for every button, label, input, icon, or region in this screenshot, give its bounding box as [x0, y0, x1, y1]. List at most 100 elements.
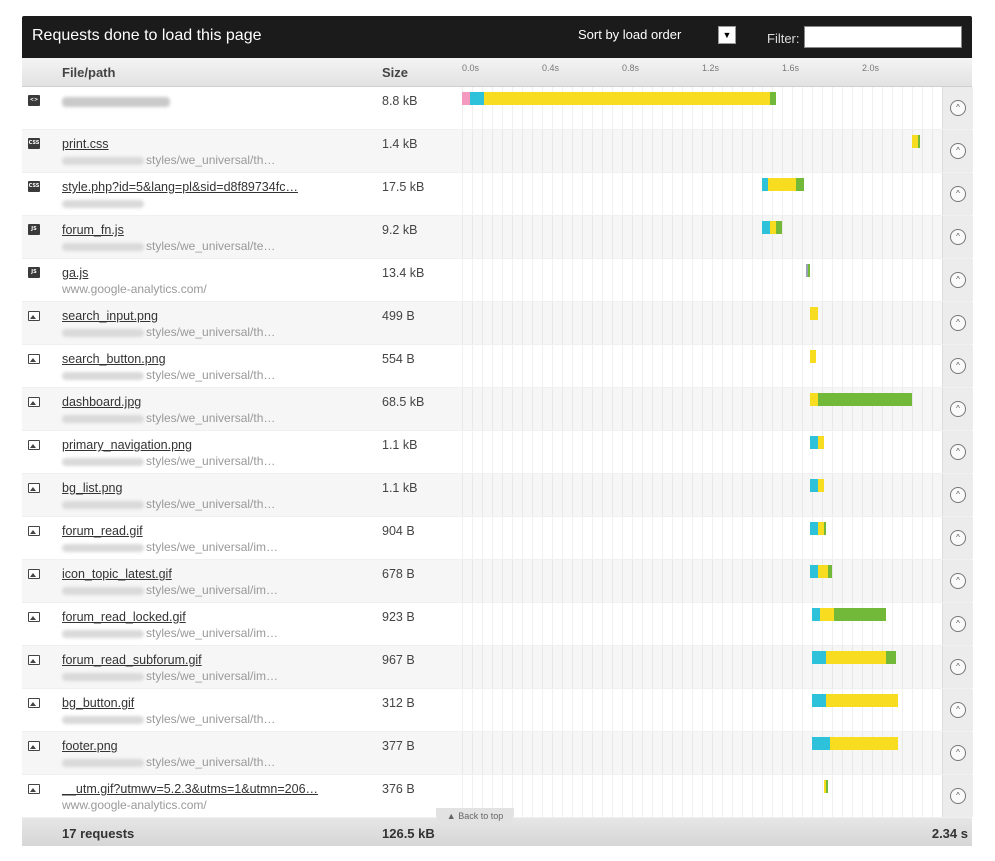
- request-file-name[interactable]: forum_fn.js: [62, 223, 124, 237]
- image-file-icon: [28, 526, 40, 536]
- request-size: 376 B: [382, 782, 415, 796]
- request-file-name[interactable]: __utm.gif?utmwv=5.2.3&utms=1&utmn=206…: [62, 782, 319, 796]
- row-toggle[interactable]: ^: [942, 302, 973, 344]
- request-timeline: [462, 775, 942, 817]
- chevron-down-icon[interactable]: ▼: [718, 26, 736, 44]
- row-toggle[interactable]: ^: [942, 775, 973, 817]
- request-row[interactable]: search_input.png styles/we_universal/th… 4…: [22, 302, 973, 345]
- row-toggle[interactable]: ^: [942, 388, 973, 430]
- chevron-up-icon[interactable]: ^: [950, 100, 966, 116]
- request-file-name[interactable]: forum_read_locked.gif: [62, 610, 186, 624]
- image-file-icon: [28, 569, 40, 579]
- request-row[interactable]: forum_read_locked.gif styles/we_universal…: [22, 603, 973, 646]
- request-size: 9.2 kB: [382, 223, 418, 237]
- request-file-name[interactable]: style.php?id=5&lang=pl&sid=d8f89734fc…: [62, 180, 298, 194]
- timing-segment-receive: [826, 780, 828, 793]
- chevron-up-icon[interactable]: ^: [950, 745, 966, 761]
- request-row[interactable]: bg_button.gif styles/we_universal/th… 312 …: [22, 689, 973, 732]
- filter-input[interactable]: [804, 26, 962, 48]
- request-row[interactable]: JS ga.js www.google-analytics.com/13.4 kB ^: [22, 259, 973, 302]
- row-toggle[interactable]: ^: [942, 689, 973, 731]
- chevron-up-icon[interactable]: ^: [950, 530, 966, 546]
- request-size: 499 B: [382, 309, 415, 323]
- chevron-up-icon[interactable]: ^: [950, 444, 966, 460]
- chevron-up-icon[interactable]: ^: [950, 702, 966, 718]
- row-toggle[interactable]: ^: [942, 130, 973, 172]
- request-row[interactable]: forum_read_subforum.gif styles/we_univers…: [22, 646, 973, 689]
- request-size: 312 B: [382, 696, 415, 710]
- row-toggle[interactable]: ^: [942, 259, 973, 301]
- chevron-up-icon[interactable]: ^: [950, 573, 966, 589]
- request-row[interactable]: dashboard.jpg styles/we_universal/th… 68.5…: [22, 388, 973, 431]
- request-size: 1.1 kB: [382, 481, 418, 495]
- row-toggle[interactable]: ^: [942, 474, 973, 516]
- chevron-up-icon[interactable]: ^: [950, 272, 966, 288]
- chevron-up-icon[interactable]: ^: [950, 401, 966, 417]
- back-to-top-link[interactable]: ▲ Back to top: [436, 808, 514, 824]
- chevron-up-icon[interactable]: ^: [950, 659, 966, 675]
- chevron-up-icon[interactable]: ^: [950, 315, 966, 331]
- request-timeline: [462, 302, 942, 344]
- request-file-name[interactable]: forum_read_subforum.gif: [62, 653, 202, 667]
- request-file-name[interactable]: icon_topic_latest.gif: [62, 567, 172, 581]
- request-timeline: [462, 732, 942, 774]
- size-column-header[interactable]: Size: [382, 65, 409, 80]
- chevron-up-icon[interactable]: ^: [950, 143, 966, 159]
- request-file-path: styles/we_universal/th…: [62, 755, 275, 769]
- request-path-text: styles/we_universal/th…: [146, 497, 276, 511]
- request-row[interactable]: CSS style.php?id=5&lang=pl&sid=d8f89734fc…: [22, 173, 973, 216]
- image-file-icon: [28, 741, 40, 751]
- timing-segment-wait: [830, 737, 898, 750]
- request-row[interactable]: icon_topic_latest.gif styles/we_universal…: [22, 560, 973, 603]
- timeline-tick-label: 1.2s: [702, 63, 720, 73]
- timing-segment-wait: [912, 135, 918, 148]
- request-row[interactable]: footer.png styles/we_universal/th… 377 B ^: [22, 732, 973, 775]
- row-toggle[interactable]: ^: [942, 216, 973, 258]
- row-toggle[interactable]: ^: [942, 173, 973, 215]
- request-path-text: styles/we_universal/th…: [146, 454, 276, 468]
- request-file-name[interactable]: primary_navigation.png: [62, 438, 192, 452]
- request-file-name[interactable]: forum_read.gif: [62, 524, 143, 538]
- row-toggle[interactable]: ^: [942, 345, 973, 387]
- request-file-name[interactable]: search_input.png: [62, 309, 158, 323]
- request-file-name[interactable]: print.css: [62, 137, 109, 151]
- row-toggle[interactable]: ^: [942, 87, 973, 129]
- timing-segment-receive: [828, 565, 832, 578]
- request-row[interactable]: search_button.png styles/we_universal/th……: [22, 345, 973, 388]
- row-toggle[interactable]: ^: [942, 646, 973, 688]
- row-toggle[interactable]: ^: [942, 517, 973, 559]
- chevron-up-icon[interactable]: ^: [950, 229, 966, 245]
- chevron-up-icon[interactable]: ^: [950, 358, 966, 374]
- request-size: 904 B: [382, 524, 415, 538]
- chevron-up-icon[interactable]: ^: [950, 788, 966, 804]
- request-file-path: styles/we_universal/th…: [62, 411, 275, 425]
- request-row[interactable]: forum_read.gif styles/we_universal/im… 904…: [22, 517, 973, 560]
- request-file-name[interactable]: footer.png: [62, 739, 118, 753]
- row-toggle[interactable]: ^: [942, 431, 973, 473]
- request-row[interactable]: bg_list.png styles/we_universal/th… 1.1 kB…: [22, 474, 973, 517]
- row-toggle[interactable]: ^: [942, 560, 973, 602]
- request-file-name[interactable]: ga.js: [62, 266, 89, 280]
- request-file-name[interactable]: [62, 94, 172, 108]
- timing-segment-receive: [818, 393, 912, 406]
- request-file-name[interactable]: search_button.png: [62, 352, 166, 366]
- chevron-up-icon[interactable]: ^: [950, 186, 966, 202]
- request-timeline: [462, 216, 942, 258]
- request-row[interactable]: JS forum_fn.js styles/we_universal/te… 9.2 …: [22, 216, 973, 259]
- redacted-text: [62, 543, 144, 552]
- request-file-path: styles/we_universal/im…: [62, 583, 278, 597]
- file-path-column-header[interactable]: File/path: [62, 65, 116, 80]
- request-file-name[interactable]: bg_button.gif: [62, 696, 135, 710]
- request-row[interactable]: __utm.gif?utmwv=5.2.3&utms=1&utmn=206… ww…: [22, 775, 973, 818]
- row-toggle[interactable]: ^: [942, 732, 973, 774]
- chevron-up-icon[interactable]: ^: [950, 487, 966, 503]
- request-file-name[interactable]: dashboard.jpg: [62, 395, 142, 409]
- request-row[interactable]: CSS print.css styles/we_universal/th… 1.4 k…: [22, 130, 973, 173]
- chevron-up-icon[interactable]: ^: [950, 616, 966, 632]
- timing-segment-connect: [810, 522, 818, 535]
- request-row[interactable]: <> 8.8 kB ^: [22, 87, 973, 130]
- row-toggle[interactable]: ^: [942, 603, 973, 645]
- request-row[interactable]: primary_navigation.png styles/we_universa…: [22, 431, 973, 474]
- sort-select[interactable]: Sort by load order ▼: [576, 26, 736, 44]
- request-file-name[interactable]: bg_list.png: [62, 481, 123, 495]
